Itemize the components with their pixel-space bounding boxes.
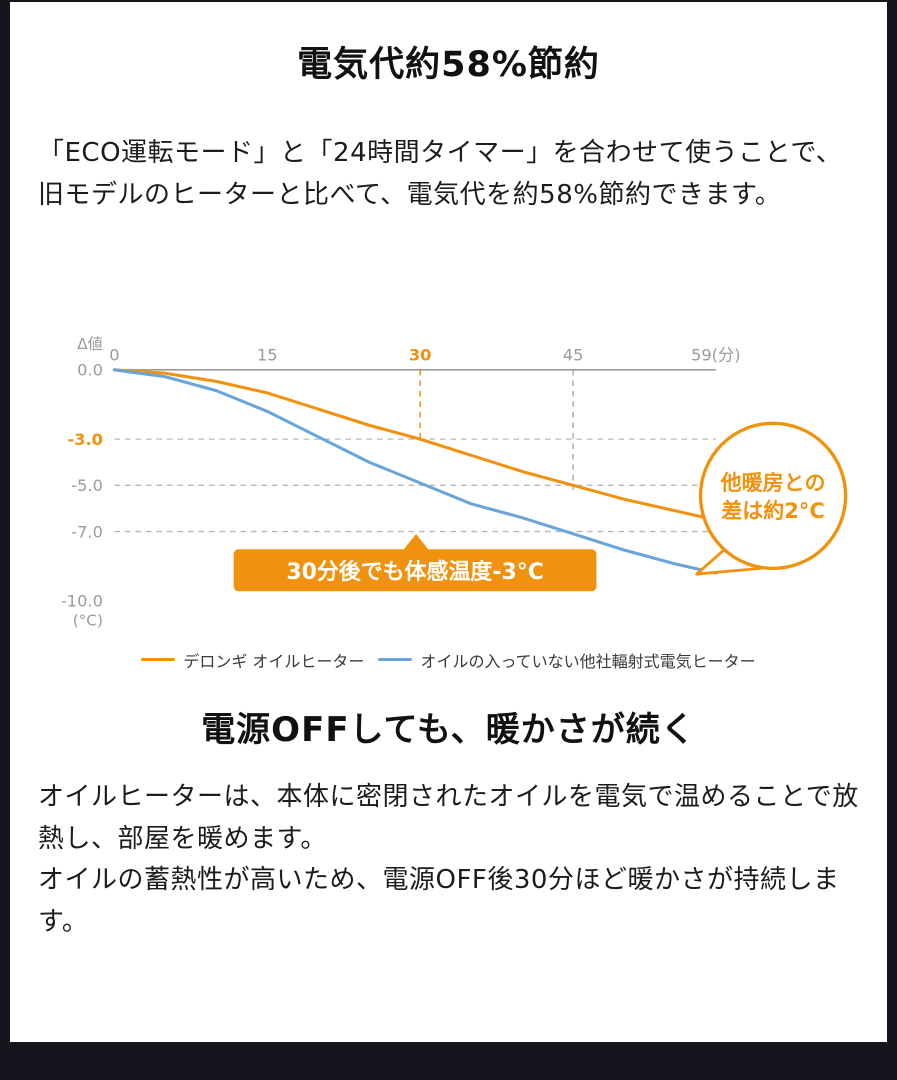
x-tick-label-30: 30	[409, 345, 432, 364]
intro-paragraph-line2: 旧モデルのヒーターと比べて、電気代を約58%節約できます。	[38, 179, 782, 210]
bubble-text-line1: 他暖房との	[720, 471, 826, 495]
content-card: 電気代約58%節約 「ECO運転モード」と「24時間タイマー」を合わせて使うこと…	[10, 2, 887, 1042]
banner-annotation	[233, 549, 597, 592]
section2-paragraph-line2: オイルの蓄熱性が高いため、電源OFF後30分ほど暖かさが持続します。	[38, 865, 840, 937]
bubble-text-line2: 差は約2°C	[721, 499, 825, 523]
intro-paragraph-line1: 「ECO運転モード」と「24時間タイマー」を合わせて使うことで、	[38, 138, 843, 168]
legend-line-blue-icon	[378, 658, 413, 662]
banner-annotation-text: 30分後でも体感温度-3°C	[286, 559, 543, 585]
y-tick-label--5: -5.0	[71, 476, 103, 495]
x-tick-label-15: 15	[257, 345, 278, 364]
section2-title: 電源OFFしても、暖かさが続く	[201, 709, 696, 750]
section2-paragraph-line1: オイルヒーターは、本体に密閉されたオイルを電気で温めることで放熱し、部屋を暖めま…	[38, 781, 859, 854]
section1-title: 電気代約58%節約	[297, 45, 600, 85]
x-tick-label-59: 59(分)	[691, 345, 741, 364]
legend-label-other-heater: オイルの入っていない他社輻射式電気ヒーター	[420, 651, 756, 671]
bubble-annotation	[698, 421, 848, 571]
chart-legend: デロンギ オイルヒーター オイルの入っていない他社輻射式電気ヒーター	[38, 648, 859, 672]
y-tick-label--3: -3.0	[67, 430, 102, 449]
y-tick-label--10: -10.0	[61, 592, 103, 611]
banner-pointer-icon	[400, 534, 432, 554]
y-tick-label--7: -7.0	[71, 522, 103, 541]
temperature-line-chart: 0 15 30 45 59(分) Δ値 0.0 -3.0 -5.0 -7.0 -10.0(°C) 30…	[61, 335, 848, 630]
series-line-0	[112, 368, 718, 522]
temperature-chart-section: 0 15 30 45 59(分) Δ値 0.0 -3.0 -5.0 -7.0 -10.0 (°C) 30…	[38, 324, 859, 672]
x-tick-label-0: 0	[109, 345, 119, 364]
series-line-1	[112, 368, 718, 575]
legend-label-delonghi: デロンギ オイルヒーター	[183, 651, 365, 671]
legend-item-other-heater: オイルの入っていない他社輻射式電気ヒーター	[378, 648, 756, 672]
legend-line-orange-icon	[141, 658, 176, 662]
legend-item-delonghi: デロンギ オイルヒーター	[141, 648, 364, 672]
y-axis-title-top: Δ値	[77, 335, 103, 353]
y-axis-title-bottom: (°C)	[73, 612, 103, 630]
x-tick-label-45: 45	[563, 345, 584, 364]
y-tick-label-0: 0.0	[77, 361, 103, 380]
